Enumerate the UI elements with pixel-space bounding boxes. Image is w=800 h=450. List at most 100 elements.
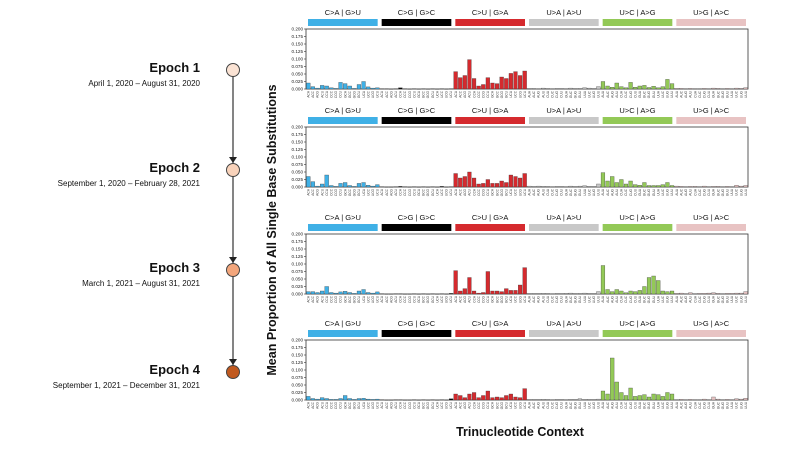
x-tick-label: GUA	[564, 188, 568, 196]
bar	[513, 396, 518, 401]
x-tick-label: GCG	[500, 188, 504, 196]
bar	[499, 397, 504, 401]
bar	[633, 184, 638, 188]
bar	[495, 83, 500, 90]
y-tick-label: 0.000	[292, 185, 304, 190]
x-tick-label: AUG	[610, 401, 614, 408]
bar	[310, 398, 315, 401]
x-tick-label: GUU	[652, 90, 656, 98]
x-tick-label: ACA	[307, 188, 311, 195]
x-tick-label: GCC	[495, 90, 499, 98]
x-tick-label: ACU	[468, 188, 472, 195]
x-tick-label: ACU	[394, 90, 398, 97]
bar	[333, 186, 338, 188]
x-tick-label: CCC	[477, 401, 481, 409]
bar	[739, 398, 744, 401]
bar	[508, 393, 513, 401]
x-tick-label: CCG	[481, 90, 485, 98]
bar	[324, 85, 329, 90]
bar	[508, 174, 513, 188]
epoch-node	[226, 63, 240, 77]
x-tick-label: AUC	[606, 188, 610, 195]
x-tick-label: CUG	[629, 295, 633, 303]
x-tick-label: AUU	[689, 401, 693, 408]
x-tick-label: ACG	[463, 401, 467, 408]
bar	[610, 176, 615, 188]
bar	[541, 399, 546, 401]
bar	[587, 293, 592, 295]
x-tick-label: UCG	[371, 188, 375, 196]
x-tick-label: GUG	[574, 295, 578, 303]
x-tick-label: ACU	[320, 295, 324, 302]
bar	[688, 186, 693, 188]
category-header-label: U>A | A>U	[546, 106, 581, 115]
epoch-label: Epoch 2	[149, 160, 200, 175]
x-tick-label: AUU	[615, 401, 619, 408]
bar	[481, 292, 486, 295]
bar	[702, 293, 707, 295]
x-tick-label: GUC	[643, 295, 647, 303]
x-tick-label: GUG	[721, 90, 725, 98]
bar	[343, 291, 348, 295]
x-tick-label: AUG	[537, 188, 541, 195]
bar	[527, 399, 532, 401]
bar	[596, 183, 601, 188]
x-tick-label: GUA	[712, 188, 716, 196]
bar	[688, 292, 693, 295]
x-tick-label: CCA	[399, 295, 403, 303]
bar	[679, 88, 684, 90]
timeline: Epoch 1 April 1, 2020 – August 31, 2020 Ep…	[53, 60, 240, 390]
bar	[471, 290, 477, 295]
bar	[669, 83, 675, 90]
x-tick-label: AUG	[684, 295, 688, 302]
x-tick-label: GUG	[574, 90, 578, 98]
x-tick-label: ACC	[458, 188, 462, 195]
x-tick-label: CUG	[555, 188, 559, 196]
x-tick-label: GCA	[491, 188, 495, 196]
x-tick-label: AUC	[532, 401, 536, 408]
x-tick-label: UCC	[514, 295, 518, 303]
category-header-bar	[602, 330, 673, 337]
y-tick-label: 0.200	[292, 125, 304, 130]
x-tick-label: AUC	[606, 295, 610, 302]
bar	[656, 185, 661, 188]
bar	[577, 398, 583, 401]
bar	[688, 399, 693, 401]
bar	[614, 82, 619, 90]
x-tick-label: CUA	[546, 90, 550, 98]
x-tick-label: UUG	[592, 90, 596, 98]
x-tick-label: ACG	[316, 295, 320, 302]
bar	[734, 292, 739, 295]
bar	[591, 293, 596, 295]
bar	[531, 186, 536, 188]
x-tick-label: CUC	[551, 90, 555, 98]
x-tick-label: UUC	[735, 401, 739, 409]
bar	[352, 399, 357, 401]
x-tick-label: UUG	[666, 90, 670, 98]
bar	[490, 397, 495, 401]
x-tick-label: CUC	[551, 401, 555, 409]
bar	[674, 88, 679, 90]
x-tick-label: GUA	[638, 295, 642, 303]
x-tick-label: UCU	[449, 90, 453, 98]
category-header-bar	[676, 224, 746, 231]
x-tick-label: AUG	[537, 295, 541, 302]
x-tick-label: GCC	[348, 401, 352, 409]
bar	[573, 88, 578, 90]
bar	[656, 280, 661, 295]
x-tick-label: ACG	[389, 188, 393, 195]
bar	[729, 293, 734, 295]
x-tick-label: ACC	[458, 401, 462, 408]
bar	[495, 290, 500, 295]
x-tick-label: UUA	[730, 90, 734, 98]
x-tick-label: UCC	[514, 90, 518, 98]
x-tick-label: ACG	[389, 295, 393, 302]
bar	[320, 85, 325, 90]
bar	[370, 292, 375, 295]
x-tick-label: CCG	[408, 188, 412, 196]
x-tick-label: AUG	[684, 90, 688, 97]
x-tick-label: GUC	[716, 295, 720, 303]
category-header-bar	[602, 19, 673, 26]
x-tick-label: GCU	[357, 188, 361, 196]
